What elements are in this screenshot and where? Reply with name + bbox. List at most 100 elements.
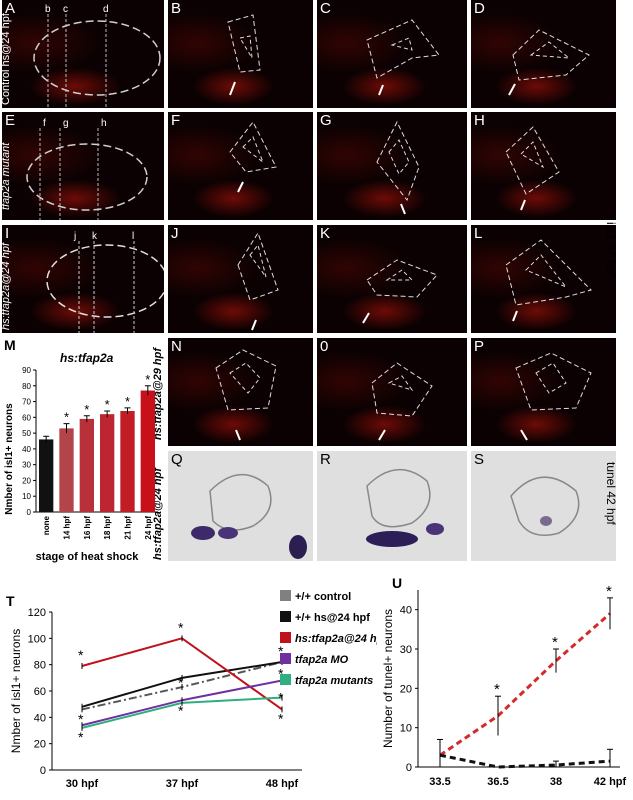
panel-label: U [392,575,402,591]
panel-D: D [471,0,616,108]
panel-S: S [471,451,616,561]
y-tick-label: 80 [22,382,31,391]
cut-label: f [43,118,46,129]
outline-overlay [371,362,433,441]
y-tick-label: 40 [400,605,412,617]
panel-F: F [168,112,313,220]
panel-label: E [5,112,16,129]
outline-overlay [215,349,277,441]
bar [79,418,94,512]
panel-label: A [5,0,16,17]
x-tick-label: 36.5 [487,776,508,788]
significance-star: * [84,402,89,417]
y-axis-title: Nmber of isl1+ neurons [4,403,15,515]
outline-overlay [515,352,592,441]
panel-H: H [471,112,616,220]
cut-label: g [63,118,69,129]
outline-overlay [227,14,261,96]
significance-star: * [178,703,184,719]
y-tick-label: 60 [34,686,46,698]
cut-label: l [132,231,134,242]
bar [120,411,135,512]
significance-star: * [125,394,130,409]
legend-swatch [280,590,291,601]
x-tick-label: 16 hpf [83,516,92,540]
tunel-overlay [510,476,580,536]
panel-label: S [474,451,485,468]
significance-star: * [178,619,184,635]
row-label-hs24: hs:tfap2a@24 hpf [0,242,12,330]
y-tick-label: 40 [34,712,46,724]
y-tick-label: 50 [22,429,31,438]
y-tick-label: 40 [22,445,31,454]
outline-overlay [376,120,420,215]
y-tick-label: 80 [34,660,46,672]
panel-label: J [171,225,179,242]
panel-label: 0 [320,338,329,355]
panel-label: N [171,338,182,355]
y-tick-label: 70 [22,398,31,407]
panel-label: K [320,225,331,242]
tunel-overlay [191,473,307,559]
outline-overlay [505,239,592,322]
x-tick-label: 30 hpf [66,778,99,790]
panel-label: F [171,112,181,129]
y-tick-label: 0 [406,762,412,774]
series-line [439,753,611,769]
cut-label: d [103,4,109,15]
significance-star: * [178,675,184,691]
outline-overlay [508,29,590,96]
significance-star: * [64,410,69,425]
panel-Q: Q [168,451,313,561]
cut-label: j [73,231,76,242]
panel-label: T [6,593,15,609]
row-label-control: Control hs@24 hpf [0,13,12,105]
legend-label: hs:tfap2a@24 hpf [295,633,377,645]
series-line [439,612,611,757]
outline-overlay: j k l [46,231,164,333]
line-chart-U: U 0 10 20 30 40 33.5 36.5 38 42 hpf Number of tune… [381,575,627,788]
tunel-overlay [366,468,444,547]
significance-star: * [552,634,558,651]
cut-label: k [92,231,98,242]
y-tick-label: 0 [40,765,46,777]
x-tick-label: none [42,515,51,535]
line-chart-T: T 0 20 40 60 80 100 120 30 hpf 37 hpf 48 hpf Nmber … [6,590,377,790]
legend-swatch [280,611,291,622]
significance-star: * [278,665,284,681]
y-axis-title: Number of tunel+ neurons [381,609,395,748]
y-tick-label: 10 [400,723,412,735]
panel-label: C [320,0,331,17]
significance-star: * [78,647,84,663]
panel-I: I j k l [2,225,164,333]
y-tick-label: 60 [22,413,31,422]
outline-overlay [366,19,440,96]
cut-label: c [63,4,68,15]
panel-R: R [317,451,467,561]
side-label-isl1: isl1 37 hpf [604,222,618,277]
cut-label: b [45,4,51,15]
panel-label: M [4,337,16,353]
y-tick-label: 20 [34,739,46,751]
y-tick-label: 100 [28,633,46,645]
x-tick-label: 21 hpf [124,516,133,540]
panel-J: J [168,225,313,333]
legend-label: +/+ hs@24 hpf [295,612,370,624]
panel-label: B [171,0,182,17]
significance-star: * [278,643,284,659]
y-axis-title: Nmber of isl1+ neurons [9,629,23,753]
panel-L: L [471,225,616,333]
y-tick-label: 120 [28,607,46,619]
x-axis-title: stage of heat shock [36,551,140,563]
panel-C: C [317,0,467,108]
legend-label: +/+ control [295,591,351,603]
panel-label: R [320,451,331,468]
x-tick-label: 37 hpf [166,778,199,790]
significance-star: * [78,711,84,727]
y-tick-label: 30 [400,644,412,656]
bar [140,390,155,512]
panel-N: N [168,338,313,446]
outline-overlay: b c d [33,4,161,108]
outline-overlay [229,121,277,193]
legend-swatch [280,632,291,643]
